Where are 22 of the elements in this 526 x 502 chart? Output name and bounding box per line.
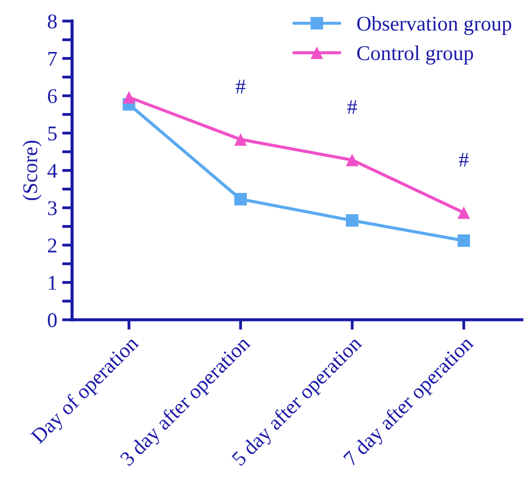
y-tick-label: 1 (48, 276, 56, 290)
point (234, 192, 247, 206)
y-tick-label: 0 (48, 313, 57, 328)
annotation: # (347, 100, 357, 114)
y-tick-label: 5 (48, 126, 57, 141)
point (458, 234, 470, 247)
y-tick-label: 4 (47, 164, 58, 178)
y-tick-label: 3 (48, 201, 57, 216)
y-tick-label: 7 (48, 52, 57, 66)
point (346, 214, 358, 227)
y-tick-label: 2 (48, 238, 56, 252)
point (458, 206, 470, 219)
y-tick-label: 6 (48, 89, 57, 104)
point (346, 154, 358, 166)
y-axis-title: (Score) (22, 140, 42, 200)
point (122, 91, 136, 104)
point (234, 133, 247, 146)
legend-label: Control group (357, 46, 474, 65)
legend-label: Observation group (357, 16, 512, 36)
annotation: # (458, 152, 469, 167)
y-tick-label: 8 (48, 14, 57, 29)
annotation: # (236, 80, 246, 94)
